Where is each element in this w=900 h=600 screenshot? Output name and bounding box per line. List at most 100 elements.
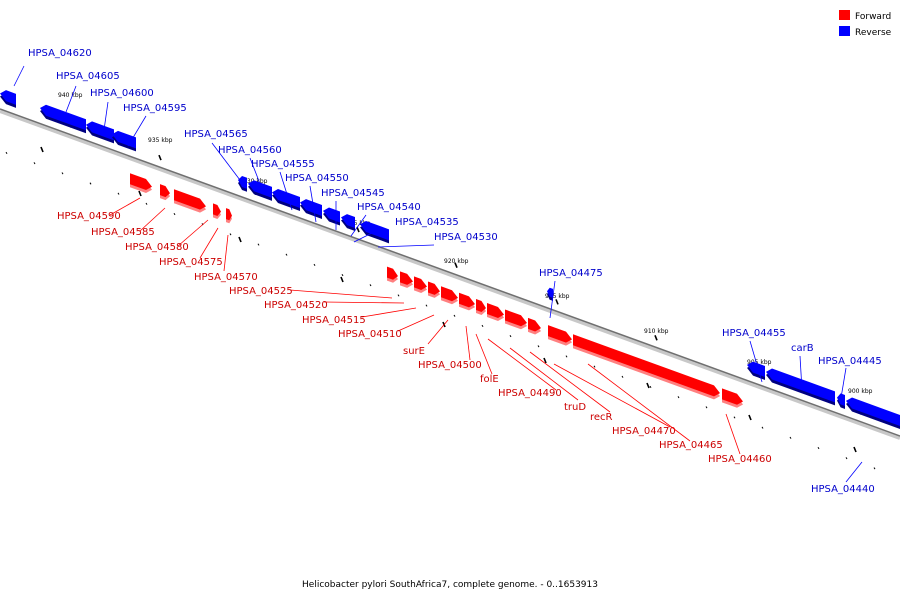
leader-line — [549, 280, 556, 319]
leader-line — [845, 461, 863, 483]
leader-line — [223, 234, 229, 272]
leader-line — [725, 413, 741, 455]
ruler-minor-tick — [649, 385, 652, 389]
leader-line — [839, 367, 847, 405]
ruler-minor-tick — [733, 416, 736, 419]
gene-label-reverse: HPSA_04535 — [395, 217, 459, 228]
gene-arrow — [248, 180, 272, 201]
gene-arrow — [459, 292, 475, 311]
gene-label-forward: folE — [480, 374, 499, 385]
ruler-minor-tick — [89, 182, 92, 185]
ruler-minor-tick — [397, 294, 400, 297]
ruler-minor-tick — [341, 273, 344, 277]
gene-arrow — [341, 214, 355, 231]
leader-line — [475, 333, 493, 375]
leader-line — [487, 338, 557, 391]
ruler-minor-tick — [761, 426, 764, 429]
gene-label-forward: HPSA_04575 — [159, 257, 223, 268]
gene-label-reverse: HPSA_04455 — [722, 328, 786, 339]
gene-arrow — [0, 90, 16, 108]
ruler-tick-label: 925 kbp — [346, 220, 371, 227]
gene-label-reverse: HPSA_04545 — [321, 188, 385, 199]
gene-label-forward: HPSA_04525 — [229, 286, 293, 297]
gene-label-forward: HPSA_04585 — [91, 227, 155, 238]
gene-label-reverse: HPSA_04600 — [90, 88, 154, 99]
gene-arrow — [238, 175, 247, 192]
gene-label-forward: HPSA_04460 — [708, 454, 772, 465]
leader-line — [139, 207, 166, 232]
gene-label-reverse: HPSA_04550 — [285, 173, 349, 184]
gene-arrow — [487, 302, 504, 321]
leader-line — [749, 340, 763, 383]
leader-line — [199, 227, 219, 259]
gene-label-forward: HPSA_04490 — [498, 388, 562, 399]
ruler-tick-label: 940 kbp — [58, 92, 83, 99]
gene-arrow — [414, 276, 427, 294]
leader-line — [529, 351, 611, 413]
gene-arrow — [722, 388, 743, 408]
ruler-minor-tick — [481, 324, 484, 327]
gene-arrow — [846, 397, 900, 429]
gene-arrow — [428, 281, 440, 298]
ruler-major-tick — [356, 226, 360, 233]
ruler-major-tick — [158, 154, 162, 161]
gene-label-reverse: HPSA_04530 — [434, 232, 498, 243]
gene-label-reverse: HPSA_04540 — [357, 202, 421, 213]
gene-label-reverse: HPSA_04440 — [811, 484, 875, 495]
leader-line — [465, 325, 471, 361]
legend-label-forward: Forward — [855, 12, 891, 22]
leader-line — [13, 65, 25, 87]
ruler-minor-tick — [789, 436, 792, 439]
ruler-minor-tick — [537, 345, 540, 348]
gene-arrow — [272, 189, 300, 211]
ruler-minor-tick — [873, 467, 876, 470]
gene-label-forward: recR — [590, 412, 613, 423]
ruler-minor-tick — [257, 243, 260, 246]
ruler-minor-tick — [425, 304, 428, 307]
ruler-minor-tick — [145, 202, 148, 205]
gene-label-reverse: HPSA_04560 — [218, 145, 282, 156]
leader-line — [353, 229, 379, 243]
ruler-major-tick — [646, 382, 650, 389]
ruler-minor-tick — [565, 355, 568, 358]
gene-label-forward: HPSA_04590 — [57, 211, 121, 222]
leader-line — [309, 185, 317, 223]
ruler-minor-tick — [313, 263, 316, 266]
gene-label-forward: surE — [403, 346, 425, 357]
leader-line — [377, 244, 435, 248]
gene-label-forward: HPSA_04510 — [338, 329, 402, 340]
gene-arrow — [130, 173, 152, 194]
ruler-minor-tick — [173, 212, 176, 216]
gene-arrow — [300, 199, 322, 219]
gene-label-reverse: HPSA_04605 — [56, 71, 120, 82]
gene-arrow — [226, 208, 232, 224]
leader-line — [127, 115, 147, 147]
gene-arrow — [174, 189, 206, 213]
leader-line — [211, 142, 247, 189]
ruler-minor-tick — [509, 335, 512, 338]
gene-arrow — [476, 298, 486, 315]
ruler-major-tick — [238, 236, 242, 243]
ruler-minor-tick — [229, 233, 232, 236]
ruler-major-tick — [40, 146, 44, 153]
leader-line — [350, 214, 367, 237]
gene-arrow — [40, 104, 86, 134]
gene-arrow — [505, 309, 527, 330]
gene-label-forward: HPSA_04500 — [418, 360, 482, 371]
gene-label-forward: HPSA_04580 — [125, 242, 189, 253]
ruler-minor-tick — [677, 396, 680, 399]
ruler-minor-tick — [5, 151, 8, 155]
ruler-tick-label: 900 kbp — [848, 388, 873, 395]
leader-line — [397, 314, 435, 332]
gene-label-forward: HPSA_04520 — [264, 300, 328, 311]
gene-label-forward: HPSA_04515 — [302, 315, 366, 326]
gene-label-reverse: HPSA_04565 — [184, 129, 248, 140]
ruler-major-tick — [853, 446, 857, 453]
gene-label-reverse: HPSA_04620 — [28, 48, 92, 59]
ruler-tick-label: 910 kbp — [644, 328, 669, 335]
backbone-line — [0, 108, 900, 440]
ruler-minor-tick — [285, 253, 288, 256]
gene-arrow — [86, 121, 114, 144]
